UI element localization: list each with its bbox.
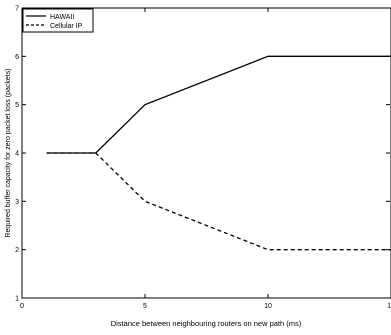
y-tick-label: 2 [15,247,19,254]
x-axis-label: Distance between neighbouring routers on… [111,319,302,328]
y-tick-label: 5 [15,102,19,109]
legend: HAWAII Cellular IP [22,8,94,33]
legend-box [22,8,94,33]
x-tick-label: 5 [143,303,147,310]
y-tick-label: 1 [15,296,19,303]
x-tick-label: 0 [20,303,24,310]
series-lines [46,55,391,251]
y-tick-label: 6 [15,54,19,61]
axis-ticks: 0 5 10 15 1 2 3 4 5 6 7 [15,6,391,310]
x-tick-label: 10 [264,303,272,310]
series-line-hawaii [46,55,391,154]
legend-label-hawaii: HAWAII [50,14,74,21]
y-axis-label: Required buffer capacity for zero packet… [5,68,12,237]
y-tick-label: 3 [15,199,19,206]
x-tick-label: 15 [387,303,391,310]
y-tick-label: 4 [15,151,19,158]
y-tick-label: 7 [15,6,19,13]
legend-label-cellular-ip: Cellular IP [50,23,83,30]
